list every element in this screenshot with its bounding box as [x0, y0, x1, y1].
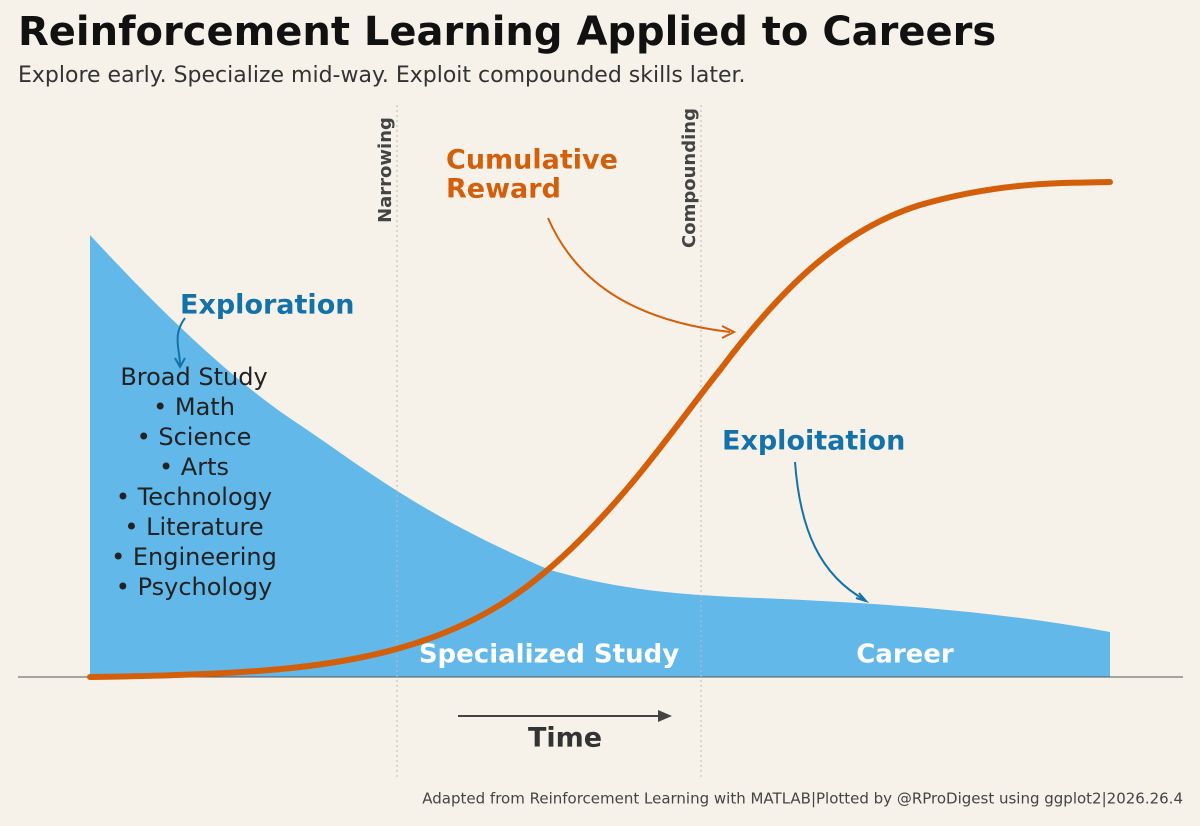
- list-item: • Engineering: [111, 543, 277, 571]
- exploration-label: Exploration: [180, 290, 354, 321]
- list-item: • Arts: [159, 453, 229, 481]
- list-item: • Literature: [124, 513, 263, 541]
- list-item: • Psychology: [116, 573, 272, 601]
- phase-label: Compounding: [679, 108, 700, 248]
- exploitation-arrowhead: [855, 592, 870, 603]
- title: Reinforcement Learning Applied to Career…: [18, 9, 996, 55]
- career-label: Career: [856, 640, 954, 670]
- exploitation-arrow: [794, 461, 866, 601]
- reward-arrow: [547, 217, 731, 333]
- phase-label: Narrowing: [375, 117, 396, 223]
- reward-label: Reward: [446, 174, 561, 205]
- exploration-area: [90, 235, 1110, 677]
- list-item: • Technology: [116, 483, 272, 511]
- time-arrowhead: [658, 710, 672, 722]
- exploration-arrowhead: [174, 357, 186, 370]
- broad-study-list: Broad Study• Math• Science• Arts• Techno…: [111, 363, 277, 601]
- reward-arrowhead: [721, 325, 737, 339]
- list-item: • Science: [137, 423, 252, 451]
- reward-curve: [87, 179, 1113, 680]
- exploitation-label: Exploitation: [722, 426, 905, 457]
- footer: Adapted from Reinforcement Learning with…: [422, 790, 1183, 808]
- list-heading: Broad Study: [120, 363, 267, 391]
- subtitle: Explore early. Specialize mid-way. Explo…: [18, 63, 746, 88]
- x-axis-label: Time: [528, 723, 602, 754]
- reward-label: Cumulative: [446, 145, 618, 176]
- exploration-arrow: [176, 317, 186, 366]
- specialized-label: Specialized Study: [419, 640, 679, 670]
- list-item: • Math: [153, 393, 235, 421]
